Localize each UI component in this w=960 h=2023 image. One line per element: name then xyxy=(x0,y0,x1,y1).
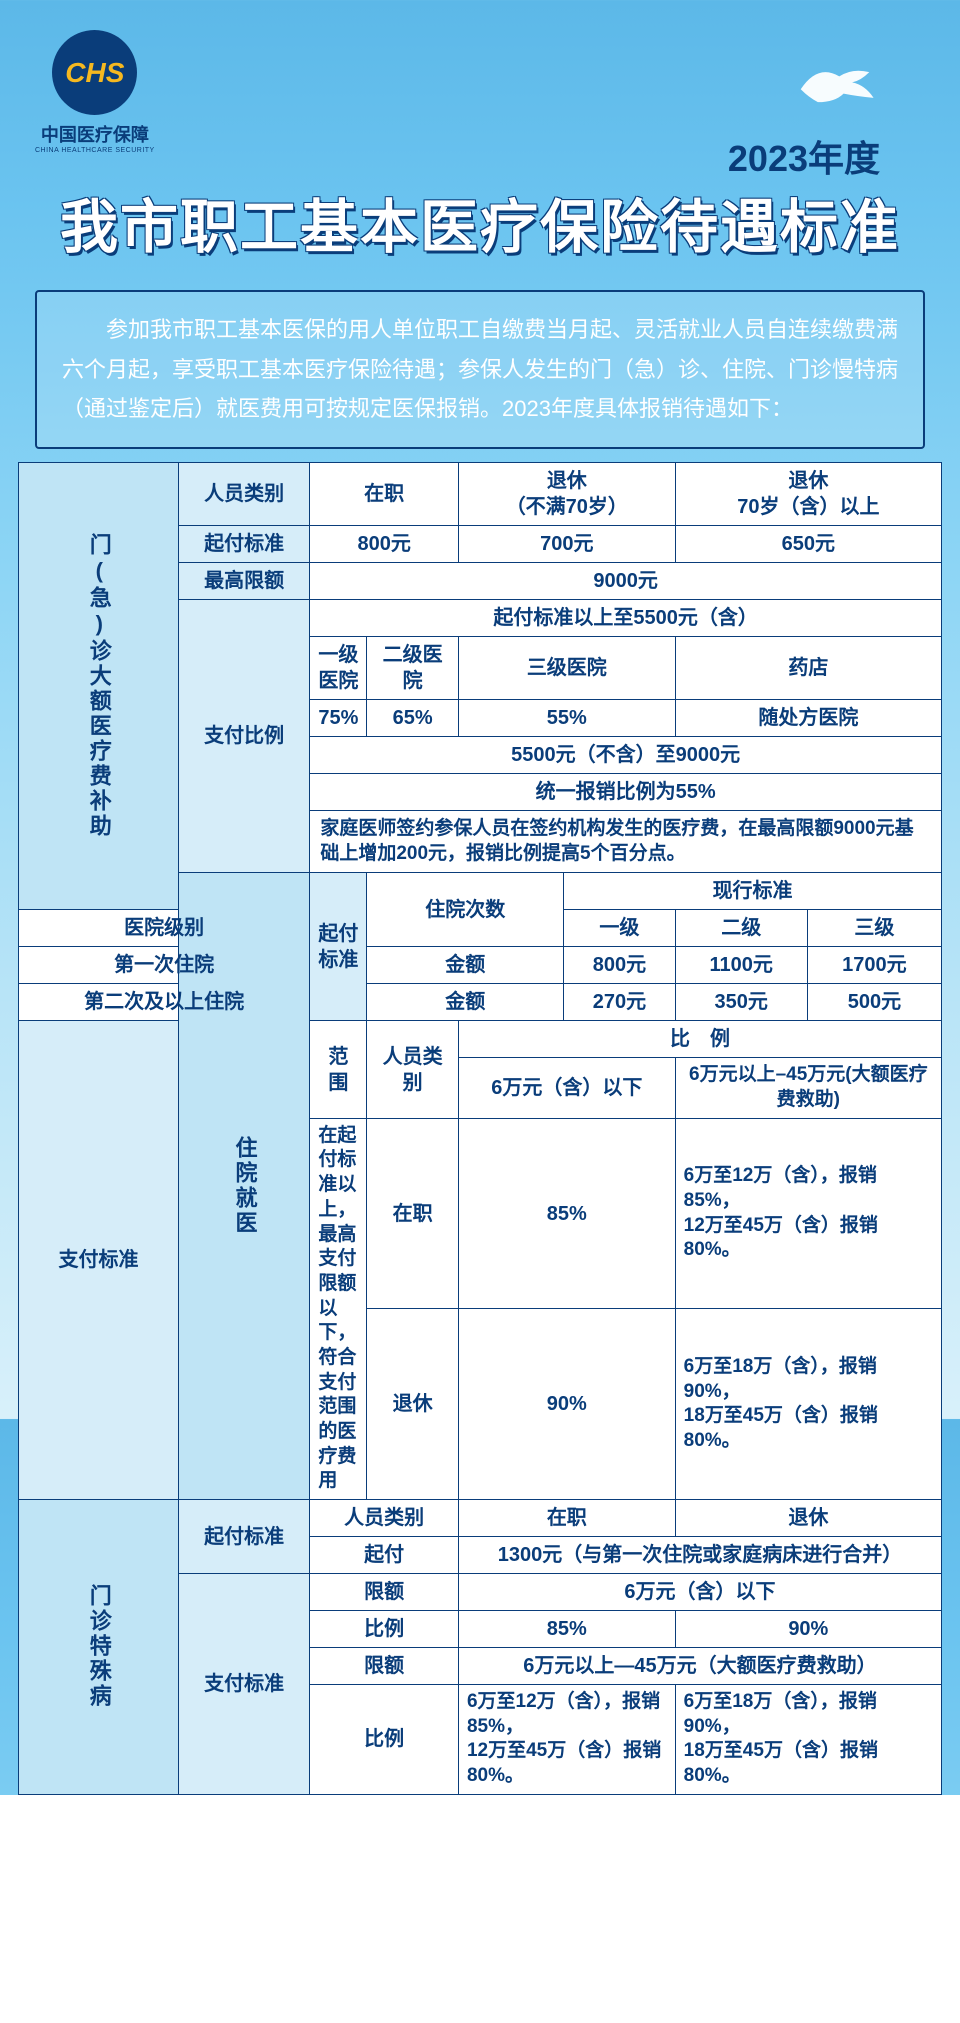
benefits-table: 门(急)诊大额医疗费补助 人员类别 在职 退休 （不满70岁） 退休 70岁（含… xyxy=(18,462,942,1795)
s1-band2v: 统一报销比例为55% xyxy=(310,774,942,811)
s3-ratio2: 比例 xyxy=(310,1685,459,1795)
s2-amt1: 金额 xyxy=(367,947,564,984)
dove-icon xyxy=(790,55,880,115)
s1-deduct-label: 起付标准 xyxy=(178,526,309,563)
main-title: 我市职工基本医疗保险待遇标准 xyxy=(0,180,960,264)
s2-bandb: 6万元以上–45万元(大额医疗费救助) xyxy=(675,1058,941,1118)
s1-deduct-2: 700元 xyxy=(458,526,675,563)
s1-note: 家庭医师签约参保人员在签约机构发生的医疗费，在最高限额9000元基础上增加200… xyxy=(310,811,942,873)
s2-first: 第一次住院 xyxy=(19,947,310,984)
s1-person-ret1: 退休 （不满70岁） xyxy=(458,463,675,526)
s3-start: 起付 xyxy=(310,1537,459,1574)
s2-f3: 1700元 xyxy=(807,947,941,984)
year-label: 2023年度 xyxy=(728,130,880,182)
s2-l3: 三级 xyxy=(807,910,941,947)
s2-onjob-a: 85% xyxy=(458,1118,675,1309)
s3-pay-label: 支付标准 xyxy=(178,1574,309,1795)
s3-deduct-label: 起付标准 xyxy=(178,1500,309,1574)
s2-amt2: 金额 xyxy=(367,984,564,1021)
s2-onjob: 在职 xyxy=(367,1118,459,1309)
s2-retire-b: 6万至18万（含），报销90%， 18万至45万（含）报销80%。 xyxy=(675,1309,941,1500)
s2-l2: 二级 xyxy=(675,910,807,947)
s1-band1: 起付标准以上至5500元（含） xyxy=(310,600,942,637)
s2-col1: 住院次数 xyxy=(367,873,564,947)
s2-onjob-b: 6万至12万（含），报销85%， 12万至45万（含）报销80%。 xyxy=(675,1118,941,1309)
logo-badge: CHS xyxy=(52,30,137,115)
s2-ptype: 人员类别 xyxy=(367,1021,459,1118)
s3-startval: 1300元（与第一次住院或家庭病床进行合并） xyxy=(458,1537,941,1574)
s2-retire-a: 90% xyxy=(458,1309,675,1500)
s2-second: 第二次及以上住院 xyxy=(19,984,310,1021)
s1-v3: 55% xyxy=(458,700,675,737)
s1-h1: 一级医院 xyxy=(310,637,367,700)
s1-h2: 二级医院 xyxy=(367,637,459,700)
s1-pay-label: 支付比例 xyxy=(178,600,309,873)
s2-s3: 500元 xyxy=(807,984,941,1021)
s1-h4: 药店 xyxy=(675,637,941,700)
s1-deduct-1: 800元 xyxy=(310,526,459,563)
s1-band2: 5500元（不含）至9000元 xyxy=(310,737,942,774)
s1-h3: 三级医院 xyxy=(458,637,675,700)
s1-person-onjob: 在职 xyxy=(310,463,459,526)
s2-l1: 一级 xyxy=(564,910,676,947)
s2-s2: 350元 xyxy=(675,984,807,1021)
s3-r2b: 6万至18万（含），报销90%， 18万至45万（含）报销80%。 xyxy=(675,1685,941,1795)
s1-deduct-3: 650元 xyxy=(675,526,941,563)
s1-person-ret2: 退休 70岁（含）以上 xyxy=(675,463,941,526)
s3-retire: 退休 xyxy=(675,1500,941,1537)
s3-limit2: 限额 xyxy=(310,1648,459,1685)
intro-paragraph: 参加我市职工基本医保的用人单位职工自缴费当月起、灵活就业人员自连续缴费满六个月起… xyxy=(35,290,925,449)
logo-text: 中国医疗保障 xyxy=(41,121,149,147)
s3-limit2v: 6万元以上—45万元（大额医疗费救助） xyxy=(458,1648,941,1685)
s2-col2: 现行标准 xyxy=(564,873,942,910)
section1-title: 门(急)诊大额医疗费补助 xyxy=(19,463,179,910)
s3-r1b: 90% xyxy=(675,1611,941,1648)
s2-hlevel: 医院级别 xyxy=(19,910,310,947)
s2-scope: 在起付标准以上，最高支付限额以下，符合支付范围的医疗费用 xyxy=(310,1118,367,1499)
s3-onjob: 在职 xyxy=(458,1500,675,1537)
s2-f2: 1100元 xyxy=(675,947,807,984)
s3-r2a: 6万至12万（含），报销85%， 12万至45万（含）报销80%。 xyxy=(458,1685,675,1795)
s1-v2: 65% xyxy=(367,700,459,737)
logo-subtext: CHINA HEALTHCARE SECURITY xyxy=(35,147,155,154)
s3-r1a: 85% xyxy=(458,1611,675,1648)
s2-f1: 800元 xyxy=(564,947,676,984)
s2-ratio: 比 例 xyxy=(458,1021,941,1058)
logo: CHS 中国医疗保障 CHINA HEALTHCARE SECURITY xyxy=(35,30,155,154)
s1-ceiling-val: 9000元 xyxy=(310,563,942,600)
s2-s1: 270元 xyxy=(564,984,676,1021)
s2-banda: 6万元（含）以下 xyxy=(458,1058,675,1118)
s3-limit1v: 6万元（含）以下 xyxy=(458,1574,941,1611)
s1-person-label: 人员类别 xyxy=(178,463,309,526)
s2-range: 范 围 xyxy=(310,1021,367,1118)
s1-ceiling-label: 最高限额 xyxy=(178,563,309,600)
s3-limit1: 限额 xyxy=(310,1574,459,1611)
s3-ptype: 人员类别 xyxy=(310,1500,459,1537)
s2-retire: 退休 xyxy=(367,1309,459,1500)
s2-deduct-label: 起付标准 xyxy=(310,873,367,1021)
s2-pay-label: 支付标准 xyxy=(19,1021,179,1500)
s1-v1: 75% xyxy=(310,700,367,737)
s1-v4: 随处方医院 xyxy=(675,700,941,737)
section3-title: 门诊特殊病 xyxy=(19,1500,179,1795)
s3-ratio1: 比例 xyxy=(310,1611,459,1648)
